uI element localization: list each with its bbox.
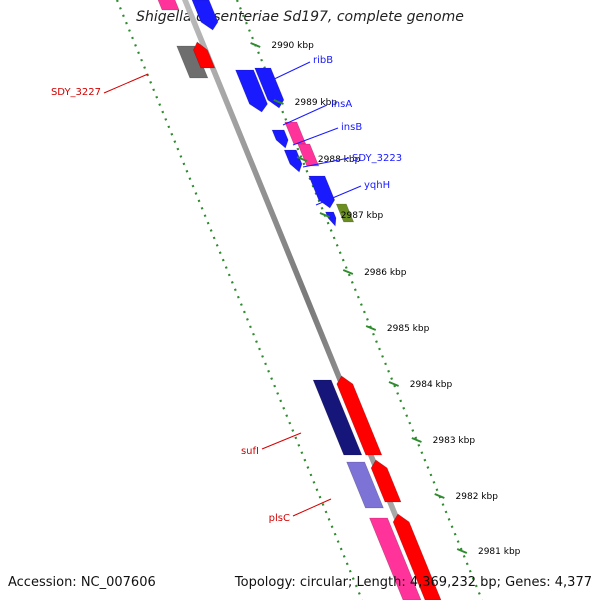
gene-bottom-pink <box>369 517 422 600</box>
gene-label: SDY_3227 <box>51 87 101 98</box>
tick-mark <box>273 99 284 105</box>
gene-label: ribB <box>313 55 333 66</box>
gene-insA <box>271 129 289 149</box>
topology-text: Topology: circular; Length: 4,369,232 bp… <box>234 575 592 590</box>
label-leader-line <box>267 61 311 83</box>
gene-label: SDY_3223 <box>352 153 402 164</box>
label-leader-line <box>103 73 149 94</box>
gene-top-pink <box>157 0 180 11</box>
gene-sufI-navy <box>312 379 363 456</box>
map-title: Shigella dysenteriae Sd197, complete gen… <box>136 9 464 25</box>
tick-mark <box>388 381 400 387</box>
label-leader-line <box>315 185 362 206</box>
gene-label: insB <box>341 122 362 133</box>
tick-mark <box>365 325 377 331</box>
tick-mark <box>319 212 330 218</box>
gene-olive <box>335 203 355 223</box>
accession-text: Accession: NC_007606 <box>8 575 156 590</box>
tick-label: 2985 kbp <box>387 324 430 334</box>
tick-label: 2984 kbp <box>410 380 453 390</box>
gene-sdy3223-pink <box>297 143 320 167</box>
gene-label: insA <box>331 99 352 110</box>
gene-sdy3227 <box>176 45 209 79</box>
gene-sufI <box>336 375 383 456</box>
tick-label: 2989 kbp <box>295 98 338 108</box>
gene-ribB-1 <box>235 69 268 113</box>
gene-sdy3223 <box>283 149 303 173</box>
gene-yqhH <box>308 175 336 209</box>
tick-label: 2983 kbp <box>433 436 476 446</box>
dotted-line-outer-left <box>115 0 364 600</box>
tick-mark <box>342 269 354 275</box>
tick-mark <box>411 437 422 443</box>
tick-label: 2986 kbp <box>364 268 407 278</box>
gene-lavender <box>346 461 384 509</box>
dotted-guide-lines <box>115 0 484 600</box>
gene-features <box>157 0 442 600</box>
tick-mark <box>250 42 261 48</box>
tick-label: 2987 kbp <box>341 211 384 221</box>
tick-mark <box>434 493 445 499</box>
tick-mark <box>456 548 468 554</box>
gene-bottom-red <box>392 513 442 600</box>
tick-label: 2990 kbp <box>271 41 314 51</box>
gene-label: yqhH <box>364 180 390 191</box>
label-leader-line <box>261 432 302 450</box>
label-leader-line <box>282 104 328 126</box>
label-leader-line <box>302 157 350 168</box>
gene-plsC <box>370 459 402 503</box>
gene-yqhH-small <box>325 211 337 227</box>
gene-labels: ribB insA insB SDY_3223 yqhH SDY_3227 sufI plsC <box>51 55 402 524</box>
gene-label: plsC <box>269 513 290 524</box>
tick-label: 2981 kbp <box>478 547 521 557</box>
tick-label: 2982 kbp <box>456 492 499 502</box>
label-leader-line <box>292 127 339 146</box>
gene-top-blue <box>191 0 219 31</box>
label-leader-line <box>292 498 332 517</box>
gene-label: sufI <box>241 446 259 457</box>
tick-mark <box>296 156 308 162</box>
gene-sdy3227-fwd <box>193 41 216 69</box>
